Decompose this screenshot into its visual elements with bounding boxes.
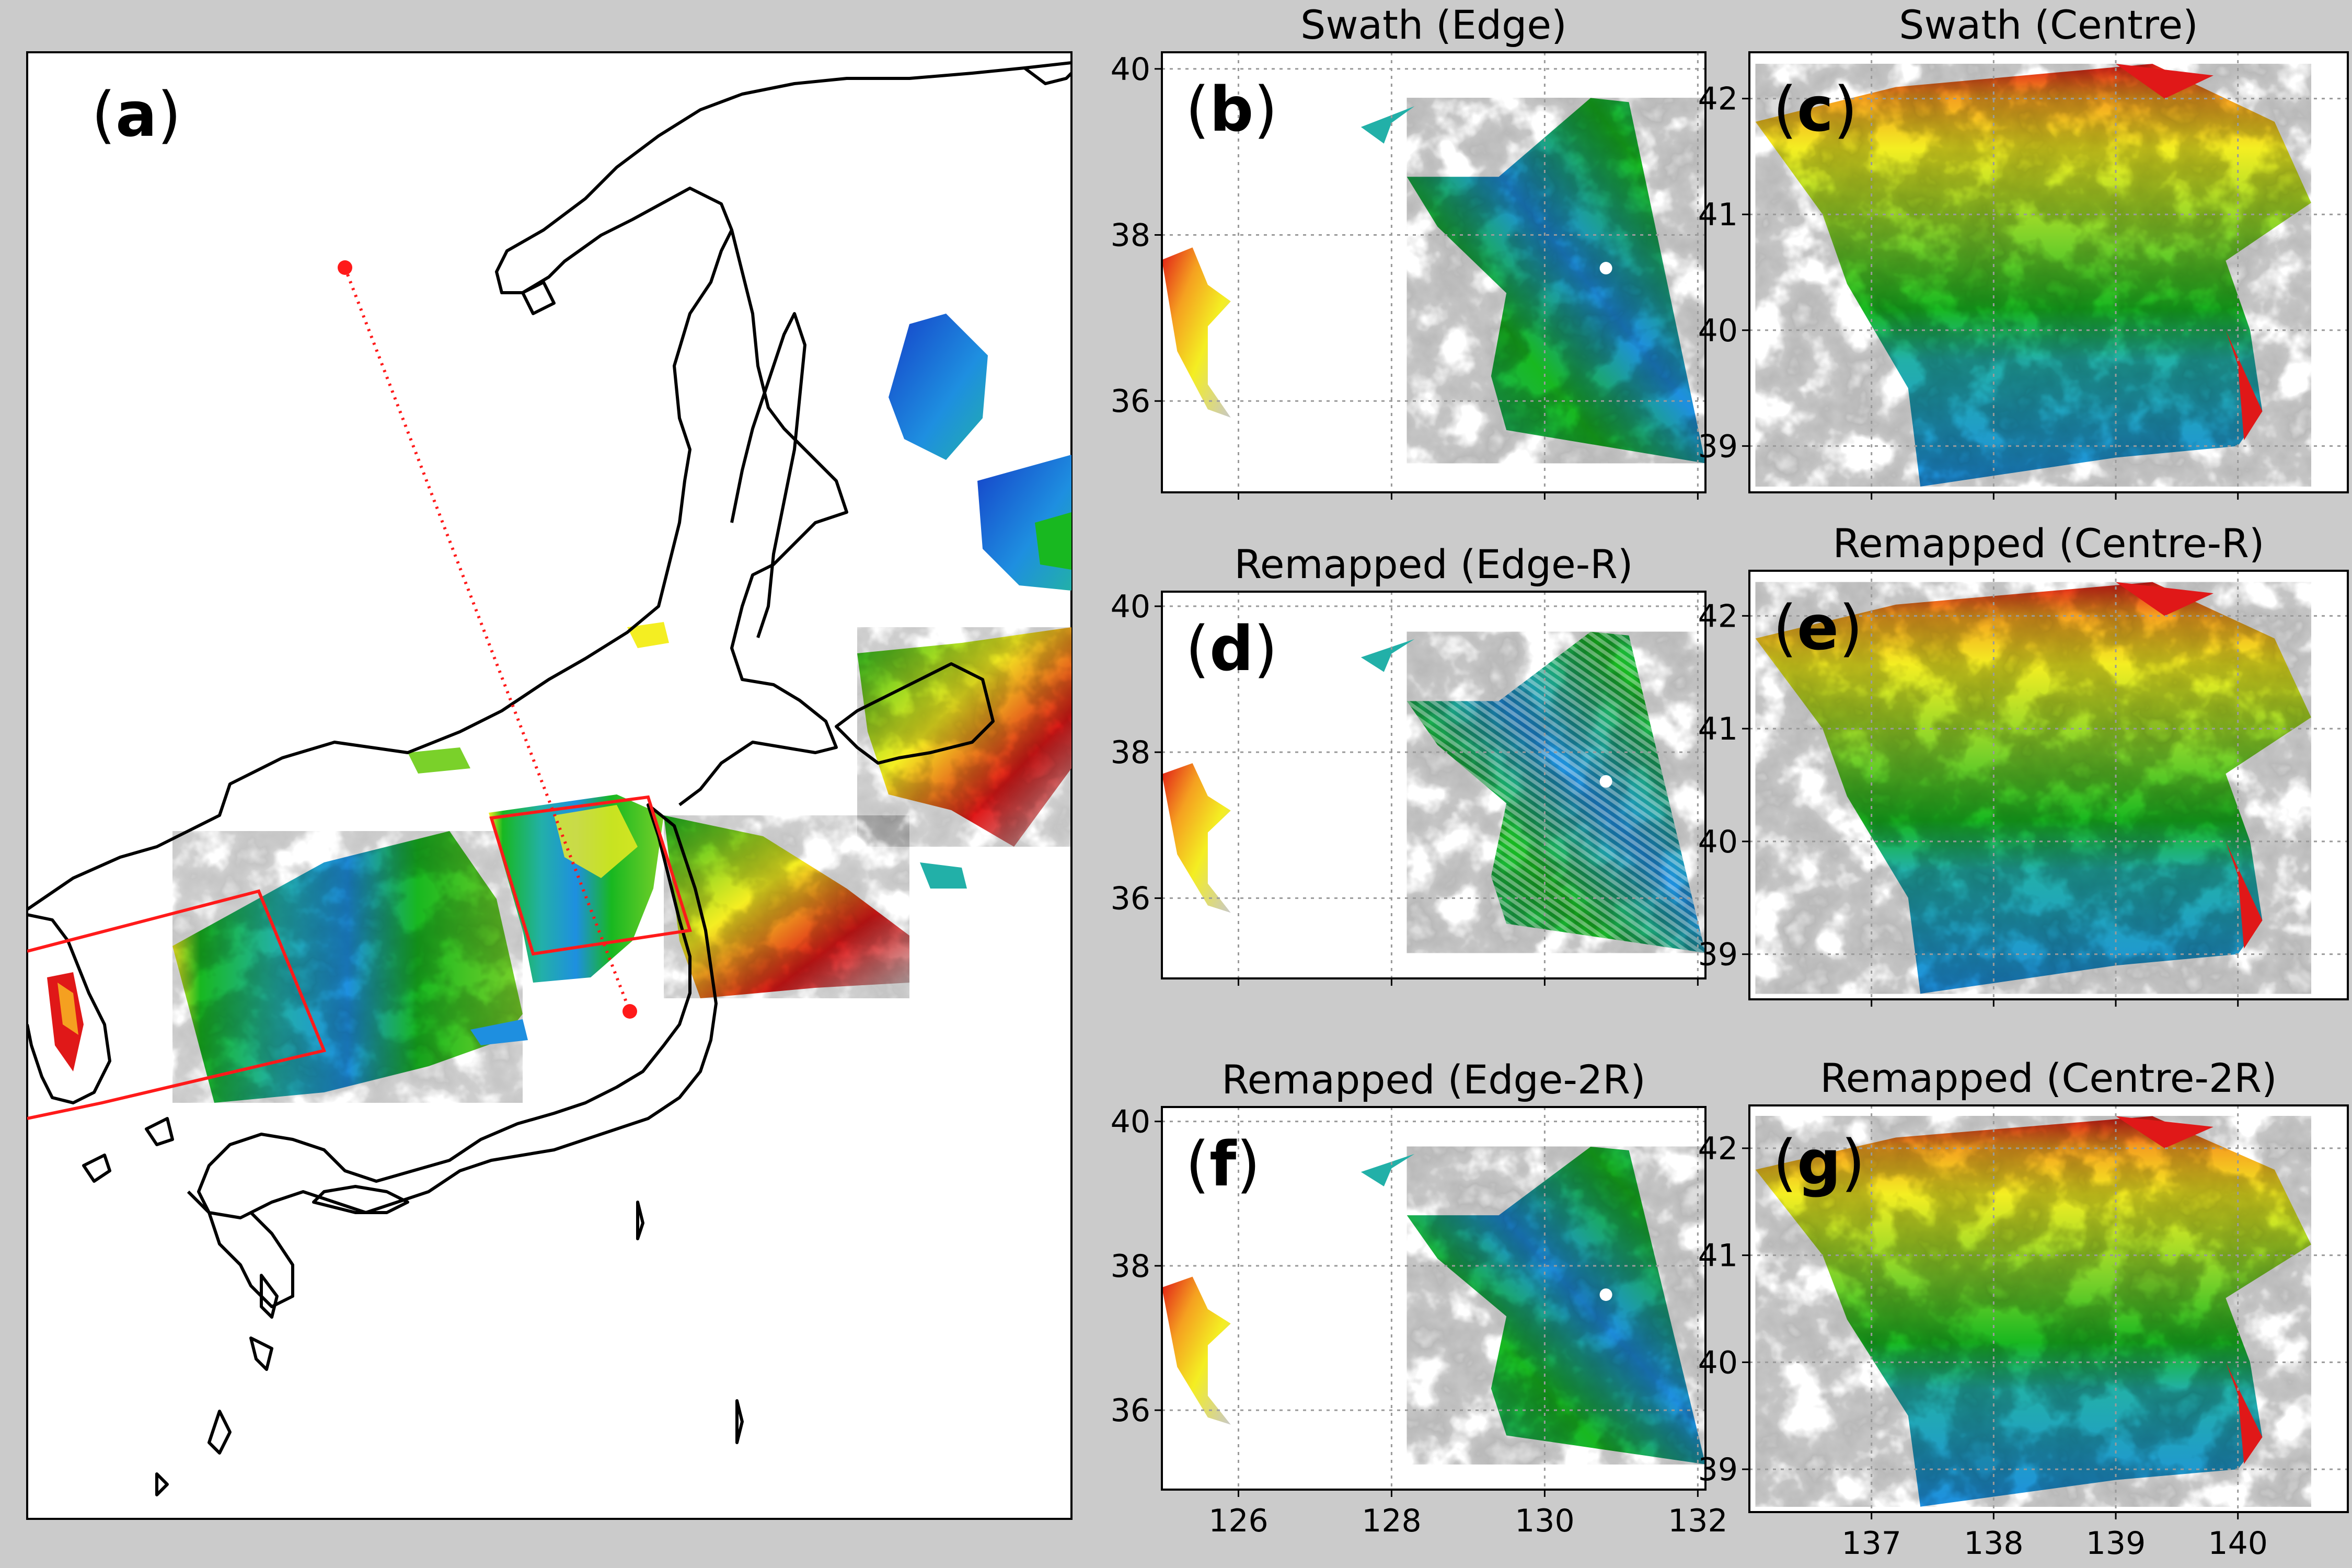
panel-c-title: Swath (Centre) (1899, 2, 2198, 48)
panel-g-lat-tick: 42 (1698, 1131, 1738, 1167)
panel-e-label: (e) (1773, 592, 1863, 664)
coastline-asia (27, 61, 1071, 911)
centre-box (489, 795, 692, 956)
panel-d-swath-west (1162, 763, 1231, 913)
panel-g-lat-tick: 41 (1698, 1238, 1738, 1274)
panel-d-label: (d) (1185, 613, 1278, 685)
panel-g-lon-tick: 140 (2208, 1525, 2268, 1562)
panel-f-lon-tick: 130 (1515, 1503, 1575, 1539)
panel-g-lon-tick: 138 (1964, 1525, 2024, 1562)
panel-e: 42 41 40 39 Remapped (Centre-R) (e) (1698, 520, 2349, 1007)
panel-e-lat-tick: 39 (1698, 937, 1738, 973)
panel-f-lat-tick: 36 (1111, 1392, 1150, 1429)
track-start-marker (338, 260, 352, 275)
panel-f-lat-tick: 40 (1111, 1104, 1150, 1140)
panel-g-label: (g) (1773, 1126, 1865, 1198)
panel-g-lon-tick: 139 (2086, 1525, 2146, 1562)
panel-d-lat-tick: 40 (1111, 589, 1150, 625)
panel-b-lat-tick: 36 (1111, 383, 1150, 420)
panel-e-lat-tick: 42 (1698, 598, 1738, 635)
panel-b-lat-tick: 38 (1111, 217, 1150, 254)
panel-f-label: (f) (1185, 1128, 1260, 1200)
panel-b-swath-north (1361, 106, 1415, 144)
panel-c-lat-tick: 40 (1698, 313, 1738, 349)
panel-c-lat-tick: 42 (1698, 81, 1738, 118)
coastline-hokkaido (835, 662, 995, 765)
map-patch-east-3 (1035, 512, 1071, 570)
panel-g-lon-tick: 137 (1841, 1525, 1901, 1562)
panel-c-lat-tick: 39 (1698, 428, 1738, 465)
track-end-marker (622, 1004, 637, 1019)
panel-f: 40 38 36 126 128 130 132 Remapped (Edge-2R) (f) (1111, 1056, 1728, 1539)
panel-f-swath-west (1162, 1276, 1231, 1425)
coastline-kamchatka-side (678, 229, 848, 806)
panel-b-lat-tick: 40 (1111, 51, 1150, 88)
panel-b: 40 38 36 Swath (Edge) (b) (1111, 2, 1707, 500)
panel-b-label: (b) (1185, 73, 1278, 145)
panel-d-swath-north (1361, 639, 1415, 672)
panel-a-map: (a) (26, 51, 1073, 1520)
panel-c: 42 41 40 39 Swath (Centre) (c) (1698, 2, 2349, 500)
edge-box (27, 889, 327, 1120)
panel-b-swath-west (1162, 247, 1231, 418)
panel-c-lat-tick: 41 (1698, 197, 1738, 233)
panel-c-label: (c) (1773, 73, 1858, 145)
panel-f-lon-tick: 128 (1362, 1503, 1422, 1539)
panel-f-lon-tick: 126 (1208, 1503, 1269, 1539)
panel-e-lat-tick: 40 (1698, 824, 1738, 860)
panel-d-lat-tick: 38 (1111, 734, 1150, 771)
panel-g-lat-tick: 40 (1698, 1344, 1738, 1381)
panel-f-swath-north (1361, 1154, 1415, 1186)
satellite-track (343, 267, 631, 1012)
map-swath-red-spot (554, 805, 638, 878)
coastline-sakhalin (730, 312, 806, 638)
panel-a-label: (a) (91, 78, 181, 151)
panel-d-lat-tick: 36 (1111, 880, 1150, 917)
panel-g: 42 41 40 39 137 138 139 140 Remapped (Centre-2R)… (1698, 1055, 2349, 1562)
panel-f-title: Remapped (Edge-2R) (1221, 1056, 1646, 1103)
panel-d-title: Remapped (Edge-R) (1234, 541, 1633, 587)
panel-e-lat-tick: 41 (1698, 711, 1738, 747)
panel-d: 40 38 36 Remapped (Edge-R) (d) (1111, 541, 1707, 986)
map-blue-patch (889, 314, 988, 460)
panel-b-title: Swath (Edge) (1300, 2, 1567, 48)
panel-f-lat-tick: 38 (1111, 1248, 1150, 1285)
coastline-shikoku (312, 1185, 409, 1214)
panel-g-lat-tick: 39 (1698, 1451, 1738, 1488)
panel-f-lon-tick: 132 (1668, 1503, 1728, 1539)
map-patch-small (920, 862, 967, 889)
panel-e-title: Remapped (Centre-R) (1832, 520, 2264, 567)
panel-g-title: Remapped (Centre-2R) (1820, 1055, 2277, 1101)
